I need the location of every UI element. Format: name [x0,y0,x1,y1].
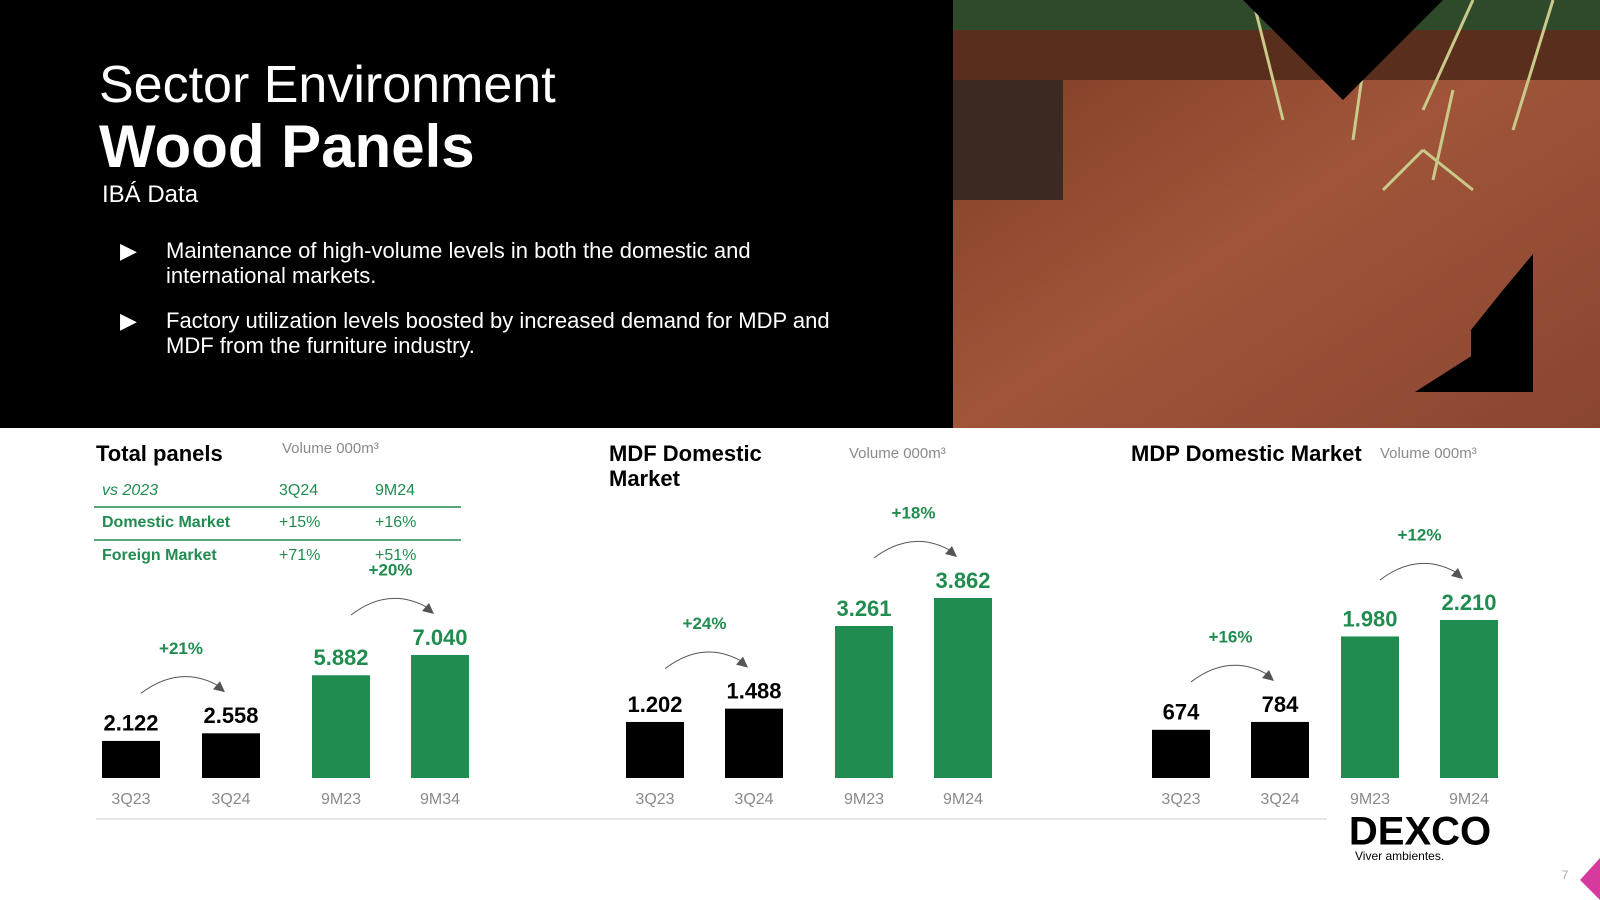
bar [102,740,160,778]
table-cell: +51% [375,547,416,564]
bar [725,708,783,778]
value-label: 7.040 [412,625,467,650]
bar [411,655,469,778]
value-label: 1.202 [627,692,682,717]
arrow-head [1451,568,1463,579]
bullet-icon: ▶ [120,308,137,333]
value-label: 1.980 [1342,606,1397,631]
logo: DEXCO [1349,810,1491,854]
arrow-head [1262,669,1274,681]
chart-subtitle: Volume 000m³ [282,440,379,457]
table-cell: Foreign Market [102,547,217,564]
annotation: +21% [159,639,203,658]
photo [953,0,1600,428]
value-label: 2.210 [1441,590,1496,615]
arrow [350,597,431,616]
header-band [0,0,953,428]
annotation: +20% [369,560,413,579]
bar [202,733,260,778]
table-header: 9M24 [375,482,415,499]
bullet-text: Factory utilization levels boosted by in… [166,308,830,358]
arrow [1190,664,1271,683]
x-tick-label: 3Q23 [111,791,150,808]
bullet: ▶ Maintenance of high-volume levels in bo… [120,238,840,288]
chart-title: Total panels [96,441,223,466]
value-label: 3.261 [836,596,891,621]
tagline: Viver ambientes. [1355,849,1444,863]
x-tick-label: 9M23 [844,791,884,808]
x-tick-label: 3Q24 [1260,791,1299,808]
annotation: +24% [683,614,727,633]
bar [1341,636,1399,778]
title: Sector Environment [99,56,556,114]
annotation: +12% [1398,525,1442,544]
bar [1152,729,1210,778]
bar [835,626,893,778]
value-label: 2.558 [203,703,258,728]
value-label: 1.488 [726,678,781,703]
x-tick-label: 3Q23 [1161,791,1200,808]
x-tick-label: 3Q24 [211,791,250,808]
table-cell: +16% [375,514,416,531]
x-tick-label: 3Q24 [734,791,773,808]
bullet-text: Maintenance of high-volume levels in bot… [166,238,751,288]
x-tick-label: 9M23 [1350,791,1390,808]
arrow-head [736,656,748,668]
annotation: +16% [1209,627,1253,646]
bar [312,675,370,778]
value-label: 2.122 [103,711,158,736]
value-label: 674 [1163,700,1200,725]
bar [626,721,684,778]
page-number: 7 [1562,868,1569,882]
bar [1440,620,1498,778]
x-tick-label: 9M34 [420,791,460,808]
bar [1251,721,1309,778]
x-tick-label: 9M24 [1449,791,1489,808]
arrow [873,540,954,559]
arrow [140,676,222,694]
bullet-icon: ▶ [120,238,137,263]
chart-title: MDP Domestic Market [1131,441,1362,466]
arrow [664,651,745,670]
bullet-list: ▶ Maintenance of high-volume levels in bo… [120,238,840,358]
arrow [1379,562,1460,581]
table-cell: +71% [279,547,320,564]
table-header: vs 2023 [102,482,158,499]
x-tick-label: 3Q23 [635,791,674,808]
table-header: 3Q24 [279,482,318,499]
arrow-head [945,546,957,557]
table-cell: +15% [279,514,320,531]
subtitle: Wood Panels [99,113,475,180]
annotation: +18% [892,503,936,522]
source: IBÁ Data [102,181,199,208]
x-tick-label: 9M23 [321,791,361,808]
chart-subtitle: Volume 000m³ [1380,445,1477,462]
value-label: 784 [1262,692,1299,717]
arrow-head [422,603,434,614]
table-cell: Domestic Market [102,514,231,531]
bullet: ▶ Factory utilization levels boosted by i… [120,308,840,358]
value-label: 3.862 [935,568,990,593]
value-label: 5.882 [313,645,368,670]
bar [934,598,992,778]
arrow-head [213,681,225,693]
chart-title: MDF Domestic Market [609,441,762,491]
chart-subtitle: Volume 000m³ [849,445,946,462]
x-tick-label: 9M24 [943,791,983,808]
